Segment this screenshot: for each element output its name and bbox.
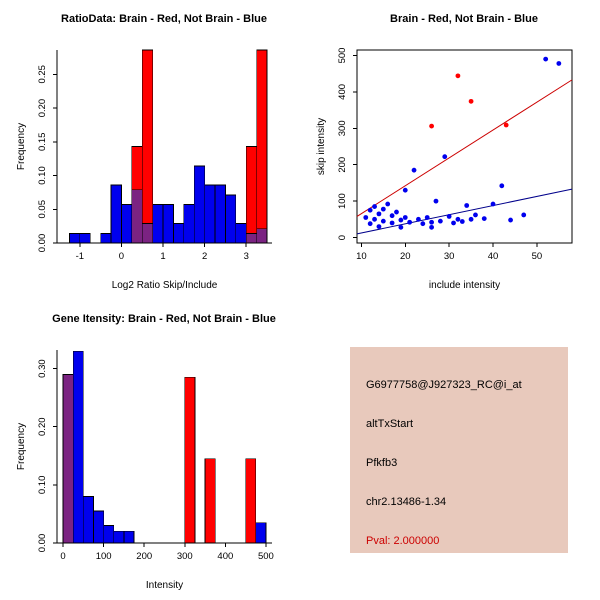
genomic-location-text: chr2.13486-1.34	[366, 496, 447, 508]
ratio-histogram-title: RatioData: Brain - Red, Not Brain - Blue	[61, 13, 267, 25]
svg-text:0.20: 0.20	[37, 99, 48, 118]
svg-text:100: 100	[337, 193, 348, 209]
svg-text:0.00: 0.00	[37, 234, 48, 253]
svg-text:-1: -1	[76, 251, 84, 262]
svg-text:300: 300	[177, 551, 193, 562]
svg-text:0.20: 0.20	[37, 417, 48, 436]
svg-text:0: 0	[119, 251, 124, 262]
svg-text:Frequency: Frequency	[16, 423, 27, 470]
gene-symbol-text: Pfkfb3	[366, 457, 398, 469]
svg-text:100: 100	[96, 551, 112, 562]
svg-text:Log2 Ratio Skip/Include: Log2 Ratio Skip/Include	[112, 280, 218, 291]
svg-text:200: 200	[337, 157, 348, 173]
svg-text:10: 10	[356, 251, 367, 262]
probe-id-text: G6977758@J927323_RC@i_at	[366, 379, 522, 391]
svg-text:40: 40	[488, 251, 499, 262]
svg-text:500: 500	[337, 48, 348, 64]
panel-gene-info: G6977758@J927323_RC@i_at altTxStart Pfkf…	[300, 300, 600, 600]
svg-text:20: 20	[400, 251, 411, 262]
pval-text: Pval: 2.000000	[366, 535, 440, 547]
svg-text:skip intensity: skip intensity	[316, 118, 327, 175]
svg-text:300: 300	[337, 120, 348, 136]
ratio-histogram-plot: -1 0 1 2 3 0.00 0.05 0.10 0.15 0.20 0.25 Log2 Ratio…	[16, 49, 272, 291]
gene-histogram-title: Gene Itensity: Brain - Red, Not Brain - …	[52, 313, 276, 325]
svg-text:30: 30	[444, 251, 455, 262]
svg-text:400: 400	[217, 551, 233, 562]
svg-text:200: 200	[136, 551, 152, 562]
svg-text:0.00: 0.00	[37, 534, 48, 553]
svg-text:include intensity: include intensity	[429, 280, 500, 291]
svg-text:3: 3	[244, 251, 249, 262]
svg-text:0.10: 0.10	[37, 166, 48, 185]
event-type-text: altTxStart	[366, 418, 414, 430]
svg-text:50: 50	[532, 251, 543, 262]
svg-text:0.10: 0.10	[37, 476, 48, 495]
gene-info-card: G6977758@J927323_RC@i_at altTxStart Pfkf…	[350, 347, 568, 553]
svg-text:1: 1	[160, 251, 165, 262]
svg-text:500: 500	[258, 551, 274, 562]
svg-text:0.25: 0.25	[37, 65, 48, 84]
svg-text:0.15: 0.15	[37, 133, 48, 152]
svg-text:2: 2	[202, 251, 207, 262]
svg-text:400: 400	[337, 84, 348, 100]
gene-intensity-histogram-plot: 0 100 200 300 400 500 0.00 0.10 0.20 0.30 Intensit…	[16, 350, 274, 591]
svg-text:0.30: 0.30	[37, 359, 48, 378]
scatter-title: Brain - Red, Not Brain - Blue	[390, 13, 538, 25]
panel-gene-intensity-histogram: Gene Itensity: Brain - Red, Not Brain - …	[0, 300, 300, 600]
svg-text:0: 0	[337, 235, 348, 240]
svg-text:0: 0	[60, 551, 65, 562]
panel-ratio-histogram: RatioData: Brain - Red, Not Brain - Blue…	[0, 0, 300, 300]
panel-intensity-scatter: Brain - Red, Not Brain - Blue 10 20 30 40 50…	[300, 0, 600, 300]
svg-text:Intensity: Intensity	[146, 580, 183, 591]
svg-text:Frequency: Frequency	[16, 123, 27, 170]
svg-text:0.05: 0.05	[37, 200, 48, 219]
